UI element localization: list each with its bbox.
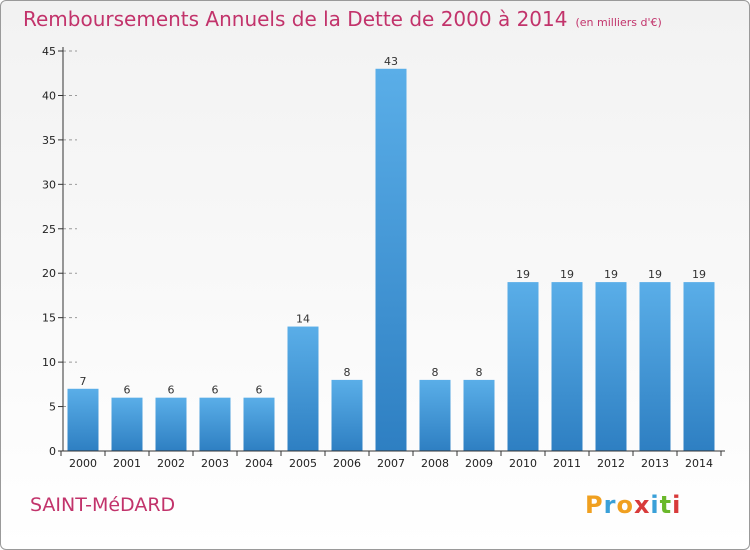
logo-letter: t	[659, 491, 673, 519]
bar-2001	[111, 397, 143, 451]
x-tick-label-2013: 2013	[641, 457, 669, 470]
chart-subtitle: (en milliers d'€)	[575, 16, 662, 29]
y-tick-label-10: 10	[42, 356, 56, 369]
x-tick-label-2001: 2001	[113, 457, 141, 470]
x-tick-label-2005: 2005	[289, 457, 317, 470]
logo-letter: r	[603, 491, 617, 519]
data-label-2011: 19	[560, 268, 574, 281]
logo-letter: x	[633, 491, 651, 519]
y-tick-label-45: 45	[42, 45, 56, 58]
commune-name: SAINT-MéDARD	[30, 494, 176, 516]
bar-2003	[199, 397, 231, 451]
logo-letter: P	[585, 491, 604, 519]
x-tick-label-2011: 2011	[553, 457, 581, 470]
bar-2000	[67, 388, 99, 451]
data-label-2001: 6	[124, 384, 131, 397]
data-label-2005: 14	[296, 313, 310, 326]
logo-letter: i	[650, 491, 660, 519]
bar-2011	[551, 282, 583, 451]
logo-letter: i	[672, 491, 682, 519]
x-tick-label-2007: 2007	[377, 457, 405, 470]
bar-2014	[683, 282, 715, 451]
x-tick-label-2000: 2000	[69, 457, 97, 470]
data-label-2003: 6	[212, 384, 219, 397]
data-label-2014: 19	[692, 268, 706, 281]
grid-layer	[63, 50, 77, 408]
x-tick-label-2004: 2004	[245, 457, 273, 470]
bar-2010	[507, 282, 539, 451]
x-tick-label-2002: 2002	[157, 457, 185, 470]
bars-layer	[67, 68, 715, 452]
y-tick-label-40: 40	[42, 89, 56, 102]
y-tick-label-30: 30	[42, 178, 56, 191]
data-label-2004: 6	[256, 384, 263, 397]
data-label-2002: 6	[168, 384, 175, 397]
bar-2007	[375, 68, 407, 452]
y-tick-label-20: 20	[42, 267, 56, 280]
x-tick-label-2010: 2010	[509, 457, 537, 470]
x-tick-label-2009: 2009	[465, 457, 493, 470]
y-tick-label-0: 0	[49, 445, 56, 458]
chart-title-row: Remboursements Annuels de la Dette de 20…	[23, 7, 662, 31]
x-tick-label-2003: 2003	[201, 457, 229, 470]
axes-layer	[58, 47, 725, 456]
bar-2013	[639, 282, 671, 451]
chart-title: Remboursements Annuels de la Dette de 20…	[23, 7, 568, 31]
data-label-2010: 19	[516, 268, 530, 281]
bar-2008	[419, 379, 451, 451]
data-label-2008: 8	[432, 366, 439, 379]
proxiti-logo: Proxiti	[585, 491, 681, 519]
bar-2005	[287, 326, 319, 451]
logo-letter: o	[616, 491, 634, 519]
data-label-2013: 19	[648, 268, 662, 281]
bar-2004	[243, 397, 275, 451]
x-tick-label-2006: 2006	[333, 457, 361, 470]
labels-layer: 0 5 10 15 20 25 30 35 40 45 7 2000 6 2001 6 2002 6 2003 6 2…	[42, 45, 713, 470]
data-label-2006: 8	[344, 366, 351, 379]
x-tick-label-2014: 2014	[685, 457, 713, 470]
y-tick-label-25: 25	[42, 223, 56, 236]
bar-2009	[463, 379, 495, 451]
x-tick-label-2008: 2008	[421, 457, 449, 470]
data-label-2012: 19	[604, 268, 618, 281]
x-tick-label-2012: 2012	[597, 457, 625, 470]
data-label-2009: 8	[476, 366, 483, 379]
bar-chart: 0 5 10 15 20 25 30 35 40 45 7 2000 6 2001 6 2002 6 2003 6 2…	[42, 45, 725, 470]
bar-2002	[155, 397, 187, 451]
y-tick-label-5: 5	[49, 401, 56, 414]
y-tick-label-35: 35	[42, 134, 56, 147]
y-tick-label-15: 15	[42, 312, 56, 325]
data-label-2007: 43	[384, 55, 398, 68]
bar-2012	[595, 282, 627, 451]
bar-2006	[331, 379, 363, 451]
data-label-2000: 7	[80, 375, 87, 388]
